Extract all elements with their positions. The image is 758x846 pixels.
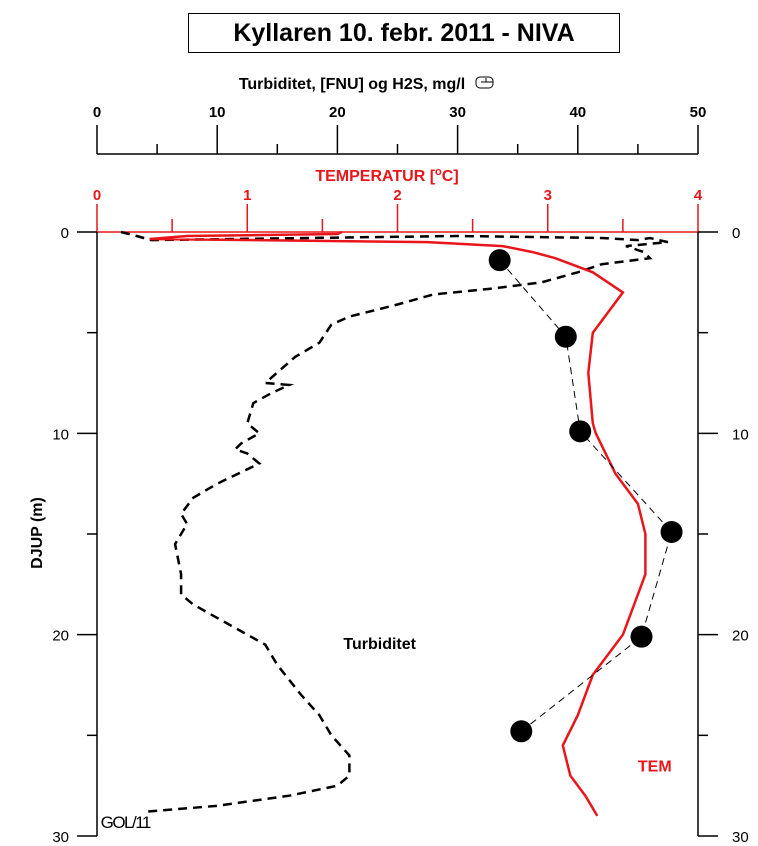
turbidity-tick-label: 0 xyxy=(93,104,101,121)
series-layer xyxy=(120,230,683,817)
depth-tick-label-right: 10 xyxy=(732,426,749,443)
depth-tick-label-left: 10 xyxy=(52,426,69,443)
depth-axis: DJUP (m) 0 0 10 10 20 20 30 30 xyxy=(29,225,749,846)
chart-title: Kyllaren 10. febr. 2011 - NIVA xyxy=(188,13,620,53)
tem-line xyxy=(149,230,647,817)
turbidity-tick-label: 30 xyxy=(449,104,466,121)
h2s-point xyxy=(488,249,511,272)
temperature-tick-label: 1 xyxy=(243,187,251,204)
depth-tick-label-right: 0 xyxy=(732,225,740,242)
turbidity-axis: Turbiditet, [FNU] og H2S, mg/l 0 10 20 30 40… xyxy=(93,76,707,155)
depth-tick-label-left: 20 xyxy=(52,628,69,645)
mailbox-icon xyxy=(475,76,494,89)
temperature-axis-label: TEMPERATUR [oC] xyxy=(315,166,458,185)
h2s-series xyxy=(488,249,683,743)
h2s-point xyxy=(660,520,683,543)
h2s-line xyxy=(499,259,673,732)
h2s-point xyxy=(510,720,533,743)
tem-series xyxy=(149,230,647,817)
turbidity-tick-label: 10 xyxy=(209,104,226,121)
h2s-point xyxy=(554,325,577,348)
turbidity-tick-label: 50 xyxy=(690,104,707,121)
depth-tick-label-left: 0 xyxy=(61,225,69,242)
temperature-tick-label: 4 xyxy=(694,187,703,204)
h2s-point xyxy=(630,625,653,648)
annotation-layer: Turbiditet TEM GOL/11 xyxy=(101,636,672,832)
temperature-tick-label: 2 xyxy=(393,187,401,204)
tem-label: TEM xyxy=(638,759,672,776)
turbiditet-label: Turbiditet xyxy=(343,636,416,653)
turbiditet-line xyxy=(120,230,669,814)
depth-tick-label-left: 30 xyxy=(52,829,69,846)
plot-frame xyxy=(96,232,699,836)
depth-tick-label-right: 20 xyxy=(732,628,749,645)
turbidity-axis-label: Turbiditet, [FNU] og H2S, mg/l xyxy=(239,76,465,93)
turbidity-tick-label: 40 xyxy=(569,104,586,121)
temperature-tick-label: 0 xyxy=(93,187,101,204)
turbiditet-series xyxy=(120,230,669,814)
gol-label: GOL/11 xyxy=(101,813,151,832)
depth-tick-label-right: 30 xyxy=(732,829,749,846)
turbidity-tick-label: 20 xyxy=(329,104,346,121)
temperature-tick-label: 3 xyxy=(544,187,552,204)
depth-axis-label: DJUP (m) xyxy=(29,497,46,569)
h2s-point xyxy=(569,420,592,443)
temperature-axis: TEMPERATUR [oC] 0 1 2 3 4 xyxy=(93,166,703,233)
